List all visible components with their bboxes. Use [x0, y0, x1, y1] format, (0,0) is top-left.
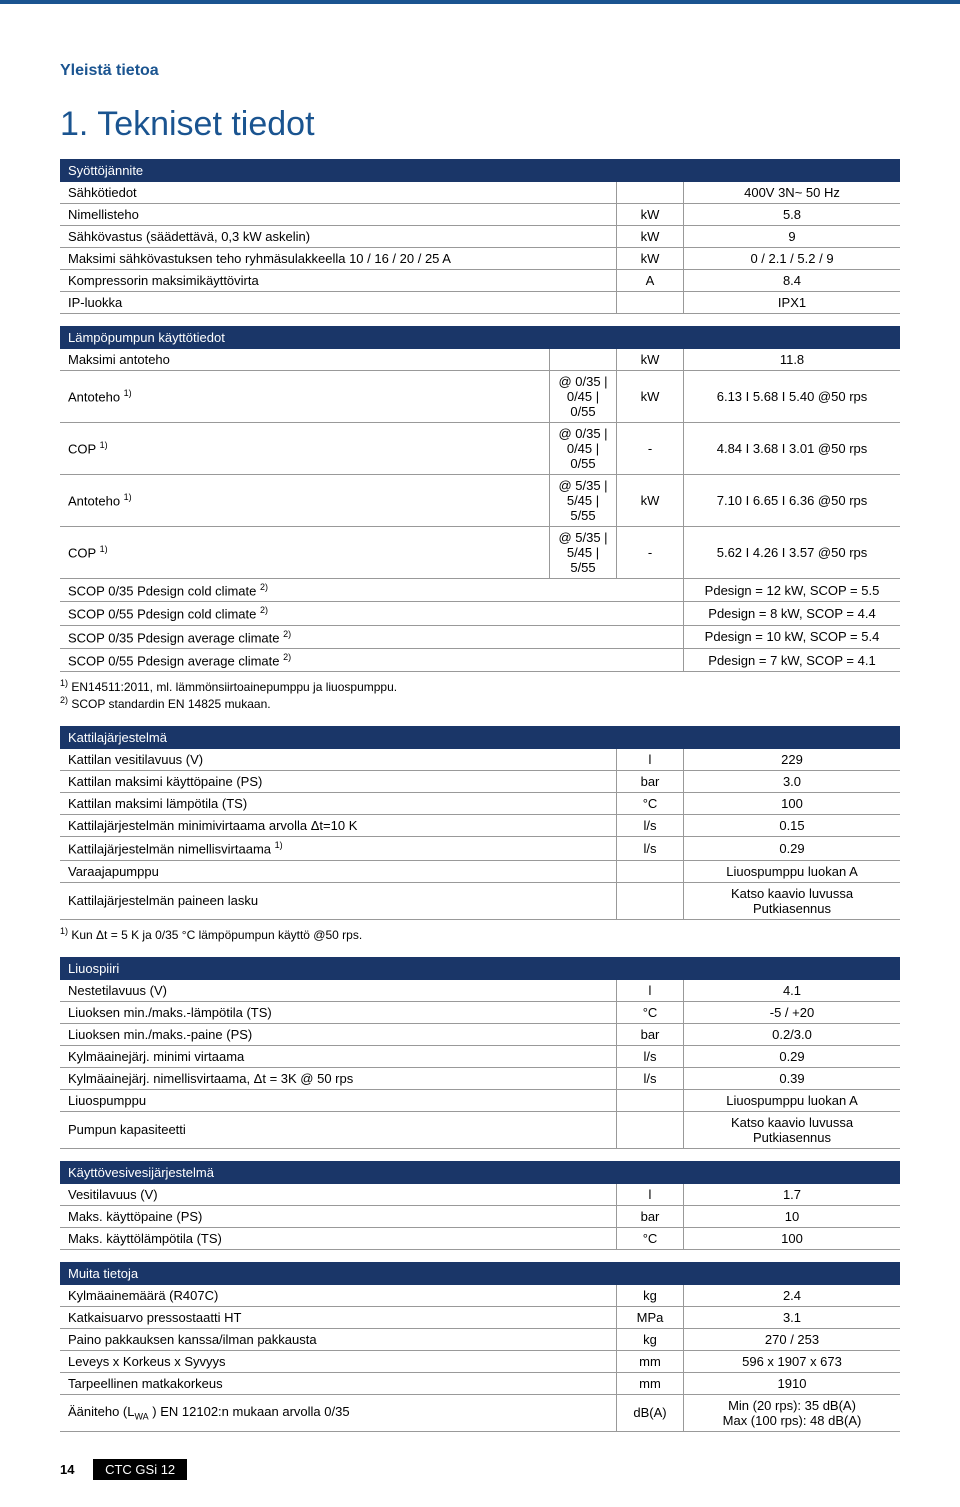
table-liuospiiri: Liuospiiri Nestetilavuus (V)l4.1 Liuokse…: [60, 957, 900, 1149]
table-row: Vesitilavuus (V)l1.7: [60, 1184, 900, 1206]
table-row: Nestetilavuus (V)l4.1: [60, 980, 900, 1002]
table-row: Maks. käyttölämpötila (TS)°C100: [60, 1227, 900, 1249]
table-row: Kattilajärjestelmän minimivirtaama arvol…: [60, 815, 900, 837]
table-kayttovesi: Käyttövesivesijärjestelmä Vesitilavuus (…: [60, 1161, 900, 1250]
table-muita: Muita tietoja Kylmäainemäärä (R407C)kg2.…: [60, 1262, 900, 1432]
table-kattila: Kattilajärjestelmä Kattilan vesitilavuus…: [60, 726, 900, 919]
table-row: Kattilan vesitilavuus (V)l229: [60, 749, 900, 771]
table-row: COP 1)@ 5/35 | 5/45 | 5/55-5.62 I 4.26 I…: [60, 527, 900, 579]
table-row: Antoteho 1)@ 5/35 | 5/45 | 5/55kW7.10 I …: [60, 475, 900, 527]
table-row: SCOP 0/35 Pdesign average climate 2)Pdes…: [60, 625, 900, 648]
t3-footnote: 1) Kun Δt = 5 K ja 0/35 °C lämpöpumpun k…: [60, 926, 900, 942]
table-row: Katkaisuarvo pressostaatti HTMPa3.1: [60, 1306, 900, 1328]
table-lampopumppu: Lämpöpumpun käyttötiedot Maksimi antoteh…: [60, 326, 900, 672]
t3-header: Kattilajärjestelmä: [60, 726, 900, 749]
table-row: Maksimi antotehokW11.8: [60, 349, 900, 371]
table-row: Kylmäainemäärä (R407C)kg2.4: [60, 1285, 900, 1307]
table-row: Maks. käyttöpaine (PS)bar10: [60, 1205, 900, 1227]
table-row: Kattilajärjestelmän paineen laskuKatso k…: [60, 882, 900, 919]
table-row: Paino pakkauksen kanssa/ilman pakkaustak…: [60, 1328, 900, 1350]
table-row: Maksimi sähkövastuksen teho ryhmäsulakke…: [60, 248, 900, 270]
table-row: SCOP 0/35 Pdesign cold climate 2)Pdesign…: [60, 579, 900, 602]
table-row: Ääniteho (LWA ) EN 12102:n mukaan arvoll…: [60, 1394, 900, 1431]
t2-footnote-2: 2) SCOP standardin EN 14825 mukaan.: [60, 695, 900, 711]
page-number: 14: [60, 1462, 74, 1477]
table-syotto: Syöttöjännite Sähkötiedot400V 3N~ 50 Hz …: [60, 159, 900, 314]
table-row: Kylmäainejärj. nimellisvirtaama, Δt = 3K…: [60, 1067, 900, 1089]
table-row: Tarpeellinen matkakorkeusmm1910: [60, 1372, 900, 1394]
page-footer: 14 CTC GSi 12: [60, 1462, 900, 1477]
table-row: SCOP 0/55 Pdesign average climate 2)Pdes…: [60, 648, 900, 671]
table-row: Kattilan maksimi käyttöpaine (PS)bar3.0: [60, 771, 900, 793]
table-row: Kompressorin maksimikäyttövirtaA8.4: [60, 270, 900, 292]
t2-footnote-1: 1) EN14511:2011, ml. lämmönsiirtoainepum…: [60, 678, 900, 694]
table-row: Leveys x Korkeus x Syvyysmm596 x 1907 x …: [60, 1350, 900, 1372]
t6-header: Muita tietoja: [60, 1262, 900, 1285]
table-row: NimellistehokW5.8: [60, 204, 900, 226]
table-row: Liuoksen min./maks.-paine (PS)bar0.2/3.0: [60, 1023, 900, 1045]
t4-header: Liuospiiri: [60, 957, 900, 980]
table-row: Antoteho 1)@ 0/35 | 0/45 | 0/55kW6.13 I …: [60, 371, 900, 423]
table-row: IP-luokkaIPX1: [60, 292, 900, 314]
table-row: Kylmäainejärj. minimi virtaamal/s0.29: [60, 1045, 900, 1067]
table-row: COP 1)@ 0/35 | 0/45 | 0/55-4.84 I 3.68 I…: [60, 423, 900, 475]
table-row: Kattilan maksimi lämpötila (TS)°C100: [60, 793, 900, 815]
table-row: Kattilajärjestelmän nimellisvirtaama 1)l…: [60, 837, 900, 860]
t5-header: Käyttövesivesijärjestelmä: [60, 1161, 900, 1184]
product-label: CTC GSi 12: [93, 1459, 187, 1480]
section-label: Yleistä tietoa: [60, 54, 900, 80]
page-title: 1. Tekniset tiedot: [60, 105, 900, 144]
t2-header: Lämpöpumpun käyttötiedot: [60, 326, 900, 349]
table-row: Sähkövastus (säädettävä, 0,3 kW askelin)…: [60, 226, 900, 248]
table-row: Pumpun kapasiteettiKatso kaavio luvussa …: [60, 1111, 900, 1148]
table-row: SCOP 0/55 Pdesign cold climate 2)Pdesign…: [60, 602, 900, 625]
table-row: LiuospumppuLiuospumppu luokan A: [60, 1089, 900, 1111]
table-row: Sähkötiedot400V 3N~ 50 Hz: [60, 182, 900, 204]
t1-header: Syöttöjännite: [60, 159, 900, 182]
table-row: Liuoksen min./maks.-lämpötila (TS)°C-5 /…: [60, 1001, 900, 1023]
table-row: VaraajapumppuLiuospumppu luokan A: [60, 860, 900, 882]
